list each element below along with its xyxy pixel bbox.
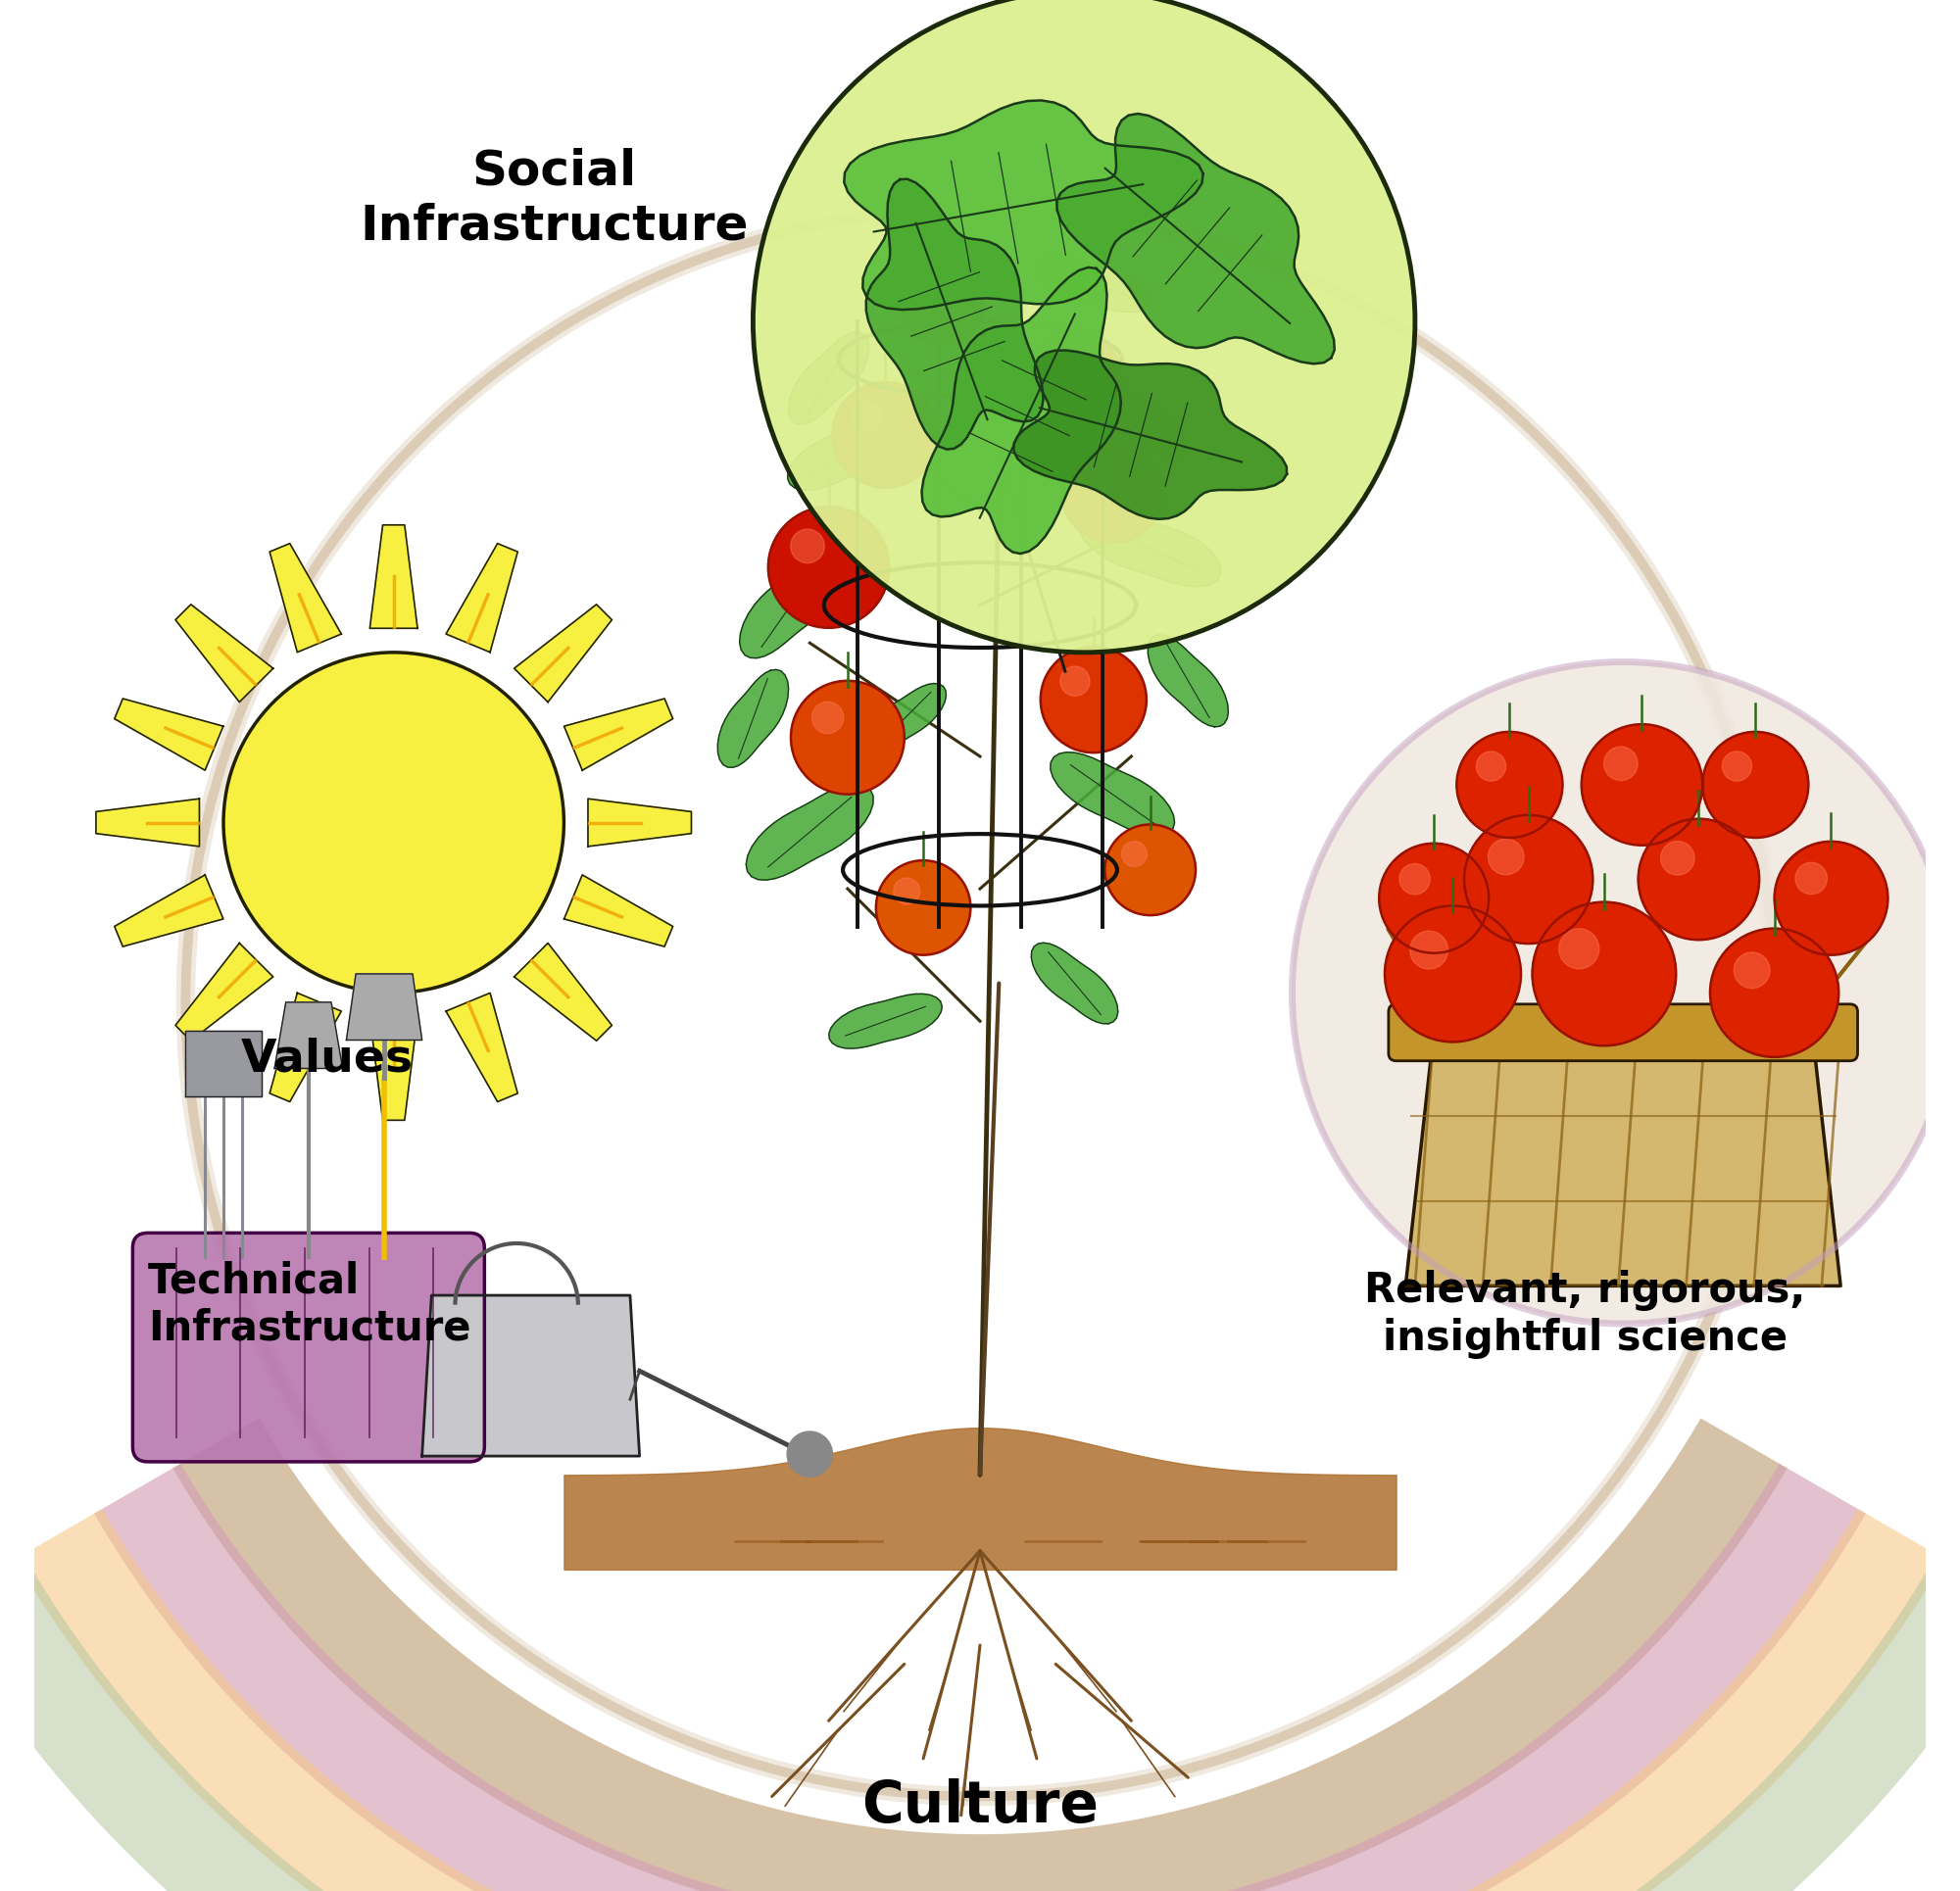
Polygon shape <box>16 1509 1944 1891</box>
Circle shape <box>1409 930 1448 968</box>
Polygon shape <box>866 180 1043 450</box>
Polygon shape <box>270 993 341 1102</box>
Polygon shape <box>564 876 672 947</box>
Polygon shape <box>514 605 612 702</box>
Circle shape <box>1558 928 1599 968</box>
Polygon shape <box>270 543 341 652</box>
Polygon shape <box>747 785 874 879</box>
Text: Relevant, rigorous,
insightful science: Relevant, rigorous, insightful science <box>1364 1271 1805 1358</box>
Polygon shape <box>1080 511 1221 586</box>
Polygon shape <box>176 605 272 702</box>
Circle shape <box>894 877 919 904</box>
Polygon shape <box>96 798 200 847</box>
Polygon shape <box>370 526 417 628</box>
Polygon shape <box>588 798 692 847</box>
Text: Values: Values <box>241 1036 414 1082</box>
Circle shape <box>1121 841 1147 866</box>
Circle shape <box>1060 441 1164 543</box>
Text: Culture: Culture <box>860 1778 1098 1834</box>
Polygon shape <box>739 552 843 658</box>
Circle shape <box>1709 928 1838 1057</box>
Circle shape <box>1774 841 1887 955</box>
Polygon shape <box>788 333 868 424</box>
Circle shape <box>915 276 939 299</box>
Circle shape <box>811 702 843 734</box>
Polygon shape <box>1035 255 1152 312</box>
Polygon shape <box>94 1464 1866 1891</box>
Polygon shape <box>921 267 1121 554</box>
Circle shape <box>1292 662 1954 1324</box>
Circle shape <box>1105 824 1196 915</box>
Polygon shape <box>186 1031 261 1097</box>
Circle shape <box>1795 862 1827 894</box>
Polygon shape <box>788 418 907 490</box>
Polygon shape <box>0 1554 1960 1891</box>
Circle shape <box>1639 819 1760 940</box>
Circle shape <box>1603 747 1639 781</box>
Circle shape <box>790 529 825 564</box>
Circle shape <box>753 0 1415 652</box>
Polygon shape <box>274 1002 343 1068</box>
Polygon shape <box>114 698 223 770</box>
FancyBboxPatch shape <box>133 1233 484 1462</box>
Polygon shape <box>347 974 421 1040</box>
Circle shape <box>788 1431 833 1477</box>
Text: Technical
Infrastructure: Technical Infrastructure <box>147 1261 470 1348</box>
Circle shape <box>1723 751 1752 781</box>
Polygon shape <box>1051 753 1174 836</box>
Polygon shape <box>370 1017 417 1119</box>
Circle shape <box>1080 460 1109 488</box>
Circle shape <box>1488 840 1525 876</box>
Circle shape <box>1380 843 1490 953</box>
Circle shape <box>1045 348 1072 374</box>
Circle shape <box>1041 647 1147 753</box>
Polygon shape <box>1405 1031 1840 1286</box>
Circle shape <box>1027 331 1121 425</box>
Circle shape <box>790 681 904 794</box>
Circle shape <box>833 382 939 488</box>
Polygon shape <box>829 995 943 1048</box>
Polygon shape <box>447 993 517 1102</box>
Polygon shape <box>1031 944 1117 1023</box>
Polygon shape <box>862 683 947 755</box>
Circle shape <box>876 860 970 955</box>
Polygon shape <box>1076 374 1188 458</box>
Circle shape <box>1060 666 1090 696</box>
Polygon shape <box>1056 113 1335 363</box>
Circle shape <box>1476 751 1505 781</box>
Polygon shape <box>421 1295 639 1456</box>
Circle shape <box>1464 815 1593 944</box>
Circle shape <box>768 507 890 628</box>
Polygon shape <box>845 100 1203 310</box>
Circle shape <box>1660 841 1695 876</box>
Text: Social
Infrastructure: Social Infrastructure <box>361 147 749 250</box>
FancyBboxPatch shape <box>1388 1004 1858 1061</box>
Polygon shape <box>1013 350 1288 520</box>
Polygon shape <box>114 876 223 947</box>
Circle shape <box>1399 864 1431 894</box>
Polygon shape <box>717 669 788 768</box>
Circle shape <box>223 652 564 993</box>
Circle shape <box>1703 732 1809 838</box>
Polygon shape <box>176 944 272 1040</box>
Circle shape <box>1386 906 1521 1042</box>
Circle shape <box>1582 724 1703 845</box>
Circle shape <box>1456 732 1562 838</box>
Circle shape <box>1735 953 1770 989</box>
Polygon shape <box>447 543 517 652</box>
Polygon shape <box>564 698 672 770</box>
Circle shape <box>1533 902 1676 1046</box>
Polygon shape <box>514 944 612 1040</box>
Circle shape <box>900 261 984 344</box>
Polygon shape <box>1149 635 1229 726</box>
Circle shape <box>853 401 882 431</box>
Polygon shape <box>172 1418 1788 1891</box>
